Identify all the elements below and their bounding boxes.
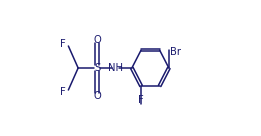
Text: O: O: [93, 91, 101, 101]
Text: F: F: [61, 87, 66, 98]
Text: O: O: [93, 35, 101, 45]
Text: F: F: [61, 38, 66, 49]
Text: F: F: [138, 95, 144, 105]
Text: NH: NH: [108, 63, 123, 73]
Text: S: S: [94, 63, 100, 73]
Text: Br: Br: [170, 47, 181, 57]
